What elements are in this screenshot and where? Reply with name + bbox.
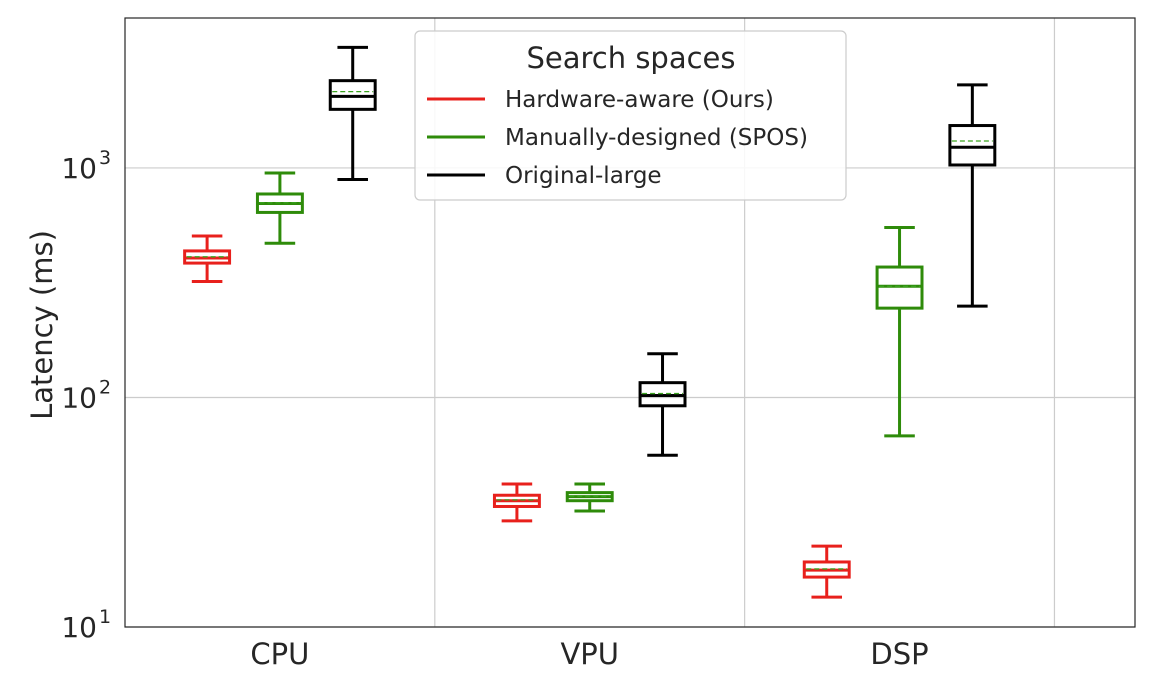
legend-entry: Manually-designed (SPOS) — [427, 125, 808, 151]
legend-entry: Original-large — [427, 163, 662, 189]
legend-title: Search spaces — [526, 41, 735, 75]
box — [328, 45, 377, 182]
series-hardware-aware-ours — [183, 234, 851, 599]
box-series — [183, 45, 997, 599]
legend-entries: Hardware-aware (Ours) Manually-designed (… — [427, 87, 808, 189]
x-tick-label: VPU — [560, 637, 619, 671]
series-original-large — [328, 45, 997, 457]
box — [492, 482, 541, 523]
x-tick-labels: CPU VPU DSP — [250, 637, 928, 671]
y-tick-label: 10 3 — [61, 147, 111, 185]
box-iqr — [948, 124, 997, 167]
y-tick-base: 10 — [61, 381, 97, 414]
box — [948, 83, 997, 308]
box — [638, 352, 687, 457]
box — [875, 226, 924, 438]
y-tick-base: 10 — [61, 152, 97, 185]
y-tick-exponent: 3 — [99, 147, 111, 169]
box — [183, 234, 232, 284]
box — [565, 482, 614, 513]
y-tick-label: 10 1 — [61, 606, 111, 644]
legend-label: Original-large — [505, 163, 662, 189]
y-tick-base: 10 — [61, 611, 97, 644]
box — [802, 544, 851, 599]
x-tick-label: DSP — [870, 637, 928, 671]
y-tick-exponent: 1 — [99, 606, 111, 628]
legend-label: Hardware-aware (Ours) — [505, 87, 774, 113]
legend-label: Manually-designed (SPOS) — [505, 125, 808, 151]
y-axis-label: Latency (ms) — [25, 230, 59, 420]
box — [255, 171, 304, 245]
y-tick-exponent: 2 — [99, 376, 111, 398]
legend-box — [414, 30, 847, 201]
x-tick-label: CPU — [250, 637, 309, 671]
y-tick-label: 10 2 — [61, 376, 111, 414]
legend-entry: Hardware-aware (Ours) — [427, 87, 774, 113]
legend: Search spaces Hardware-aware (Ours) Manua… — [414, 30, 847, 201]
series-manually-designed-spos — [255, 171, 924, 513]
plot-frame — [124, 17, 1136, 628]
